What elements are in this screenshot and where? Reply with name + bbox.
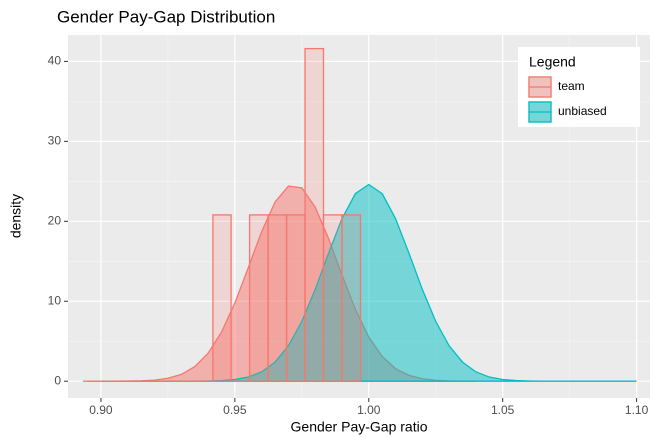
histogram-bar	[341, 214, 362, 382]
x-tick-label: 0.90	[89, 403, 113, 417]
legend: Legend team unbiased	[518, 47, 640, 127]
x-tick-label: 1.00	[357, 403, 381, 417]
x-tick-label: 0.95	[223, 403, 247, 417]
x-axis-title: Gender Pay-Gap ratio	[291, 419, 428, 435]
density-area	[100, 183, 637, 382]
y-axis-title: density	[8, 194, 24, 238]
legend-title: Legend	[529, 54, 576, 70]
y-tick-label: 20	[48, 213, 62, 227]
y-tick-label: 10	[48, 293, 62, 307]
chart-title: Gender Pay-Gap Distribution	[57, 7, 275, 26]
histogram-bar	[212, 214, 232, 382]
x-tick-label: 1.10	[625, 403, 649, 417]
x-tick-label: 1.05	[491, 403, 515, 417]
legend-label: unbiased	[558, 104, 607, 118]
histogram-bar	[285, 214, 306, 382]
histogram-bar	[322, 214, 343, 382]
histogram-bar	[304, 47, 325, 382]
y-tick-label: 30	[48, 134, 62, 148]
legend-label: team	[558, 79, 585, 93]
histogram-bar	[248, 214, 269, 382]
y-tick-label: 40	[48, 54, 62, 68]
y-tick-label: 0	[54, 373, 61, 387]
histogram-bar	[267, 214, 288, 382]
